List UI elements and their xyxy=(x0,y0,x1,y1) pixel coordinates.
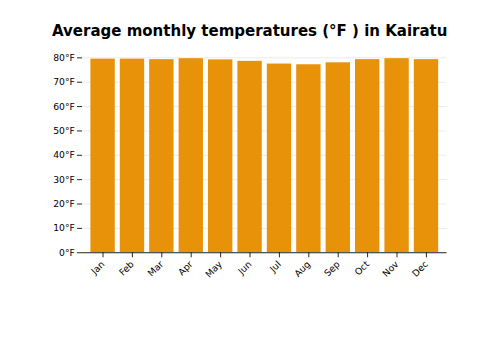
svg-text:60°F: 60°F xyxy=(53,101,75,112)
svg-text:Aug: Aug xyxy=(292,258,313,279)
svg-text:70°F: 70°F xyxy=(53,76,75,87)
svg-text:Jun: Jun xyxy=(235,258,254,277)
svg-text:Nov: Nov xyxy=(380,258,401,279)
svg-text:40°F: 40°F xyxy=(53,149,75,160)
svg-text:20°F: 20°F xyxy=(53,198,75,209)
svg-text:Mar: Mar xyxy=(145,258,165,278)
svg-text:Oct: Oct xyxy=(352,258,371,277)
svg-text:Feb: Feb xyxy=(117,258,136,277)
svg-text:Jan: Jan xyxy=(88,258,107,277)
svg-text:Jul: Jul xyxy=(267,258,283,274)
svg-text:50°F: 50°F xyxy=(53,125,75,136)
svg-text:10°F: 10°F xyxy=(53,222,75,233)
svg-text:Dec: Dec xyxy=(410,258,430,278)
svg-text:May: May xyxy=(203,258,225,280)
svg-text:Apr: Apr xyxy=(176,258,195,277)
html-text:Average monthly temperatures (: Average monthly temperatures (°F ) in Ka… xyxy=(52,22,448,40)
svg-text:Sep: Sep xyxy=(322,258,342,278)
svg-text:80°F: 80°F xyxy=(53,52,75,63)
svg-text:0°F: 0°F xyxy=(59,247,75,258)
svg-text:30°F: 30°F xyxy=(53,174,75,185)
